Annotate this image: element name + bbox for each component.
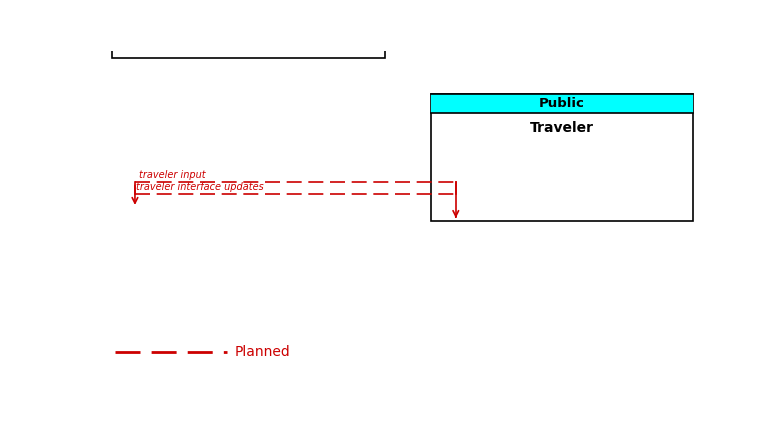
Bar xyxy=(431,94,693,113)
Text: Traveler: Traveler xyxy=(530,121,594,135)
Text: Planned: Planned xyxy=(235,345,291,359)
Text: Public: Public xyxy=(539,97,585,110)
Bar xyxy=(431,94,693,221)
Text: traveler interface updates: traveler interface updates xyxy=(137,182,264,192)
Bar xyxy=(112,0,385,57)
Text: traveler input: traveler input xyxy=(139,170,206,180)
